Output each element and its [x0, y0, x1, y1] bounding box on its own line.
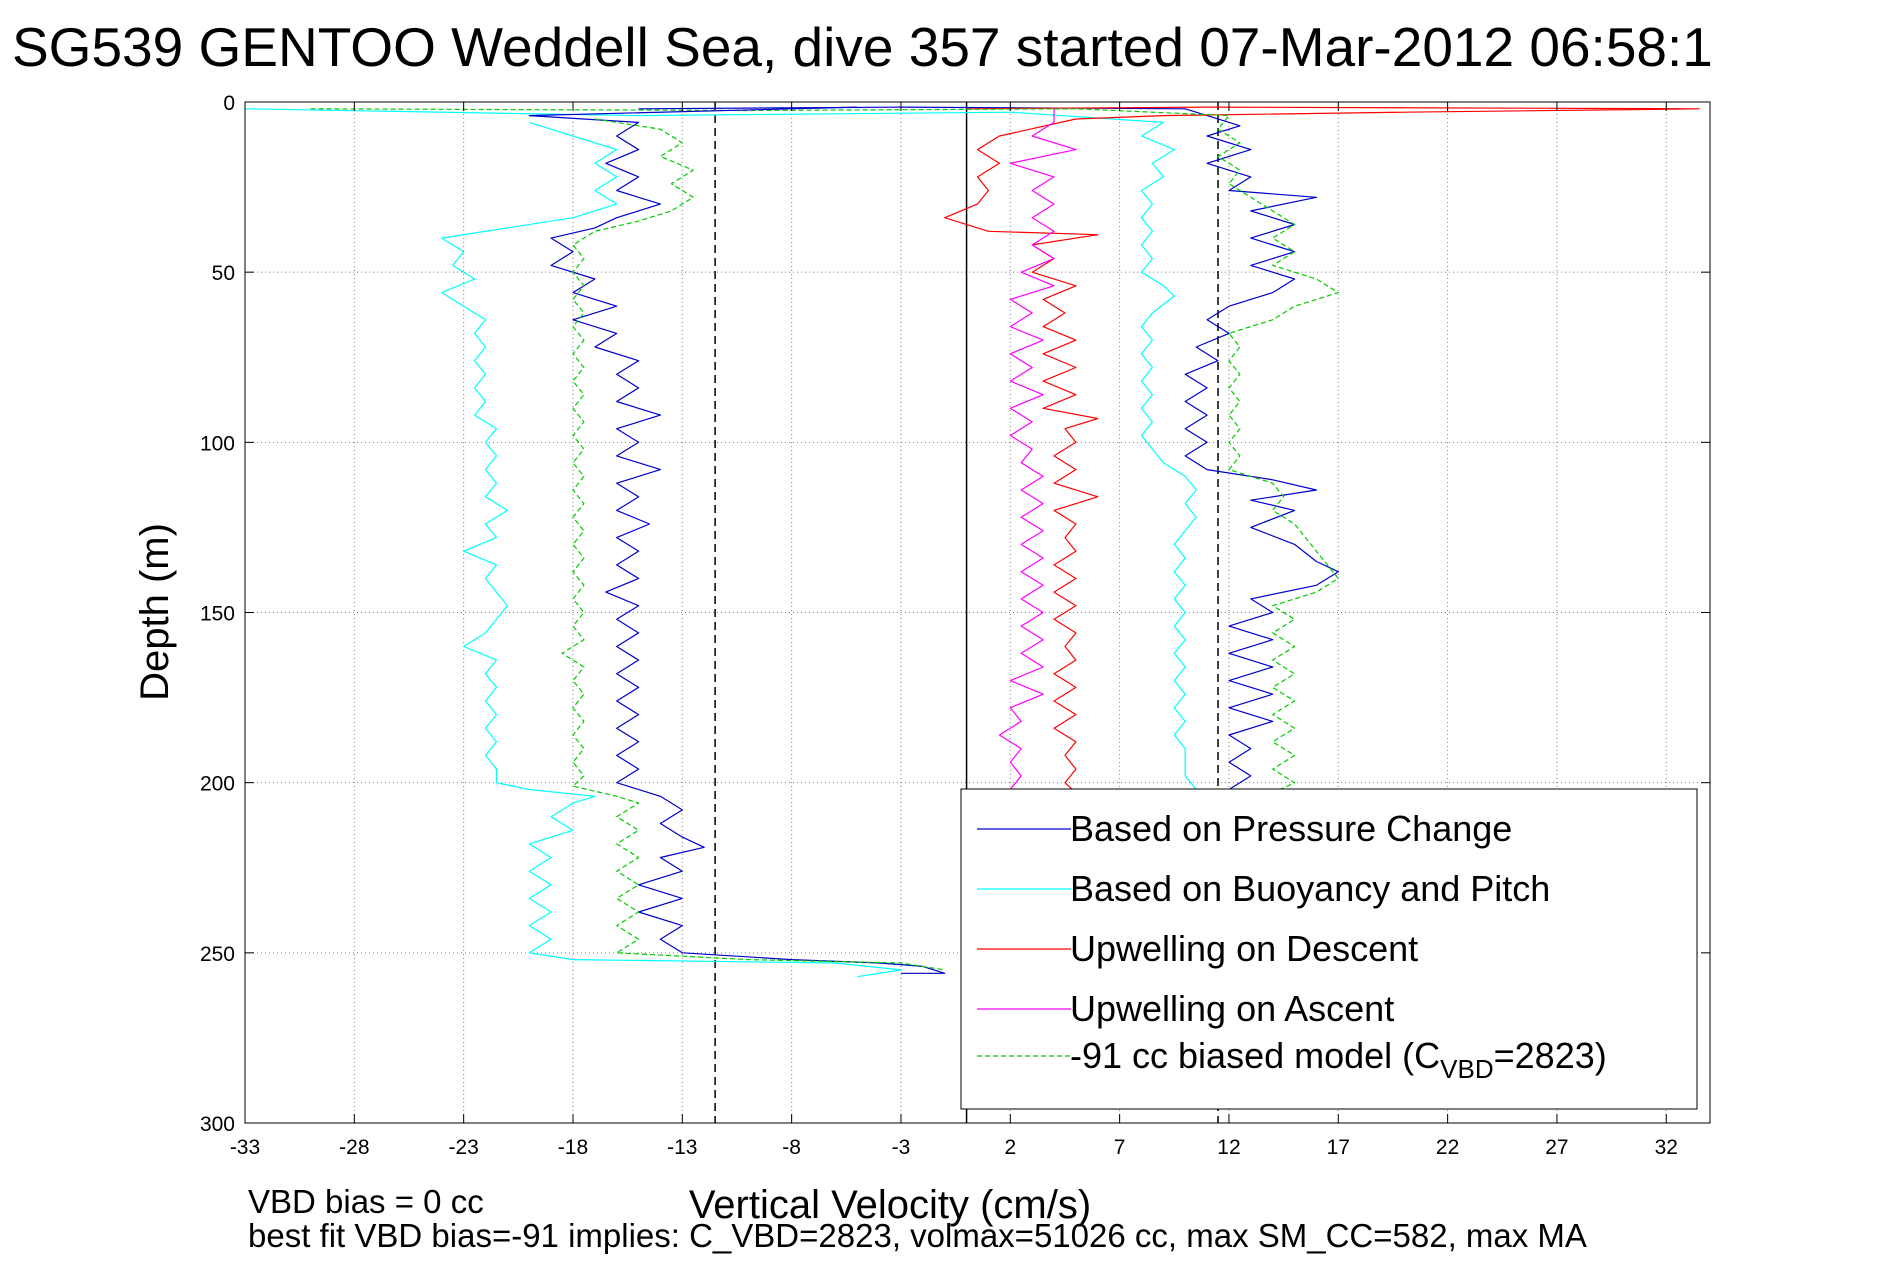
series-line — [310, 108, 1339, 794]
x-tick-label: -28 — [339, 1136, 369, 1159]
legend-label: Upwelling on Ascent — [1070, 988, 1394, 1029]
legend: Based on Pressure Change Based on Buoyanc… — [960, 788, 1698, 1110]
chart-title: SG539 GENTOO Weddell Sea, dive 357 start… — [12, 16, 1713, 78]
x-tick-label: -18 — [558, 1136, 588, 1159]
series-line — [944, 106, 1700, 794]
y-tick-label: 0 — [223, 92, 235, 115]
y-tick-label: 150 — [200, 603, 235, 626]
legend-label: Based on Buoyancy and Pitch — [1070, 868, 1550, 909]
legend-label-text: -91 cc biased model (C — [1070, 1035, 1440, 1076]
x-tick-label: 2 — [1004, 1136, 1016, 1159]
legend-label-text: Based on Pressure Change — [1070, 808, 1512, 849]
legend-label-text: Upwelling on Descent — [1070, 928, 1418, 969]
series-line — [561, 118, 945, 971]
x-tick-label: -8 — [782, 1136, 801, 1159]
series-line — [998, 108, 1077, 790]
legend-label: -91 cc biased model (CVBD=2823) — [1070, 1035, 1607, 1084]
series-line — [638, 106, 1339, 791]
x-tick-label: -13 — [667, 1136, 697, 1159]
x-tick-labels: -33 -28 -23 -18 -13 -8 -3 2 7 12 17 22 27 32 — [230, 102, 1678, 1159]
legend-label-text: Based on Buoyancy and Pitch — [1070, 868, 1550, 909]
series-line — [528, 106, 946, 974]
y-tick-label: 300 — [200, 1113, 235, 1136]
x-tick-label: 12 — [1217, 1136, 1240, 1159]
legend-label: Based on Pressure Change — [1070, 808, 1512, 849]
y-tick-label: 200 — [200, 773, 235, 796]
y-tick-label: 250 — [200, 943, 235, 966]
series-line — [441, 121, 902, 978]
legend-label-text: Upwelling on Ascent — [1070, 988, 1394, 1029]
x-tick-label: -33 — [230, 1136, 260, 1159]
legend-entries: Based on Pressure Change Based on Buoyanc… — [977, 808, 1607, 1084]
vbd-bias-note: VBD bias = 0 cc — [248, 1183, 484, 1220]
y-tick-label: 100 — [200, 432, 235, 455]
legend-label-suffix: =2823) — [1494, 1035, 1607, 1076]
legend-label-subscript: VBD — [1440, 1054, 1493, 1084]
x-tick-label: 17 — [1327, 1136, 1350, 1159]
x-tick-label: 32 — [1655, 1136, 1678, 1159]
x-tick-label: -3 — [892, 1136, 911, 1159]
best-fit-note: best fit VBD bias=-91 implies: C_VBD=282… — [248, 1217, 1587, 1254]
x-tick-label: 22 — [1436, 1136, 1459, 1159]
y-tick-label: 50 — [212, 262, 235, 285]
legend-label: Upwelling on Descent — [1070, 928, 1418, 969]
y-tick-labels: 0 50 100 150 200 250 300 — [200, 92, 1710, 1136]
x-axis-label: Vertical Velocity (cm/s) — [689, 1183, 1091, 1227]
legend-box — [960, 788, 1698, 1110]
y-axis-label: Depth (m) — [133, 523, 177, 701]
x-tick-label: -23 — [448, 1136, 478, 1159]
x-tick-label: 7 — [1114, 1136, 1126, 1159]
series-line — [244, 108, 1197, 790]
series-lines — [244, 106, 1700, 978]
x-tick-label: 27 — [1545, 1136, 1568, 1159]
